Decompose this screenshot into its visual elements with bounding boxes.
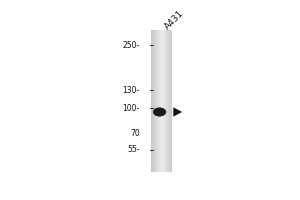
Bar (159, 30, 160, 172)
Text: 100-: 100- (123, 104, 140, 113)
Text: 55-: 55- (127, 145, 140, 154)
Polygon shape (173, 108, 182, 116)
Text: 250-: 250- (123, 41, 140, 50)
Bar (154, 30, 155, 172)
Bar (168, 30, 169, 172)
Bar (167, 30, 168, 172)
Bar (169, 30, 170, 172)
Bar (160, 30, 161, 172)
Bar (155, 30, 156, 172)
Bar (161, 30, 162, 172)
Bar (156, 30, 157, 172)
Bar (154, 30, 155, 172)
Bar (165, 30, 166, 172)
Bar (170, 30, 171, 172)
Text: A431: A431 (163, 9, 186, 32)
Bar (162, 30, 163, 172)
Text: 130-: 130- (123, 86, 140, 95)
Bar (158, 30, 159, 172)
Bar (163, 30, 164, 172)
Bar (171, 30, 172, 172)
Bar (153, 30, 154, 172)
Bar (160, 30, 161, 172)
Bar (169, 30, 170, 172)
Ellipse shape (153, 108, 166, 116)
Bar (164, 30, 165, 172)
Bar (157, 30, 158, 172)
Bar (166, 30, 167, 172)
Bar (152, 30, 153, 172)
Text: 70: 70 (130, 129, 140, 138)
